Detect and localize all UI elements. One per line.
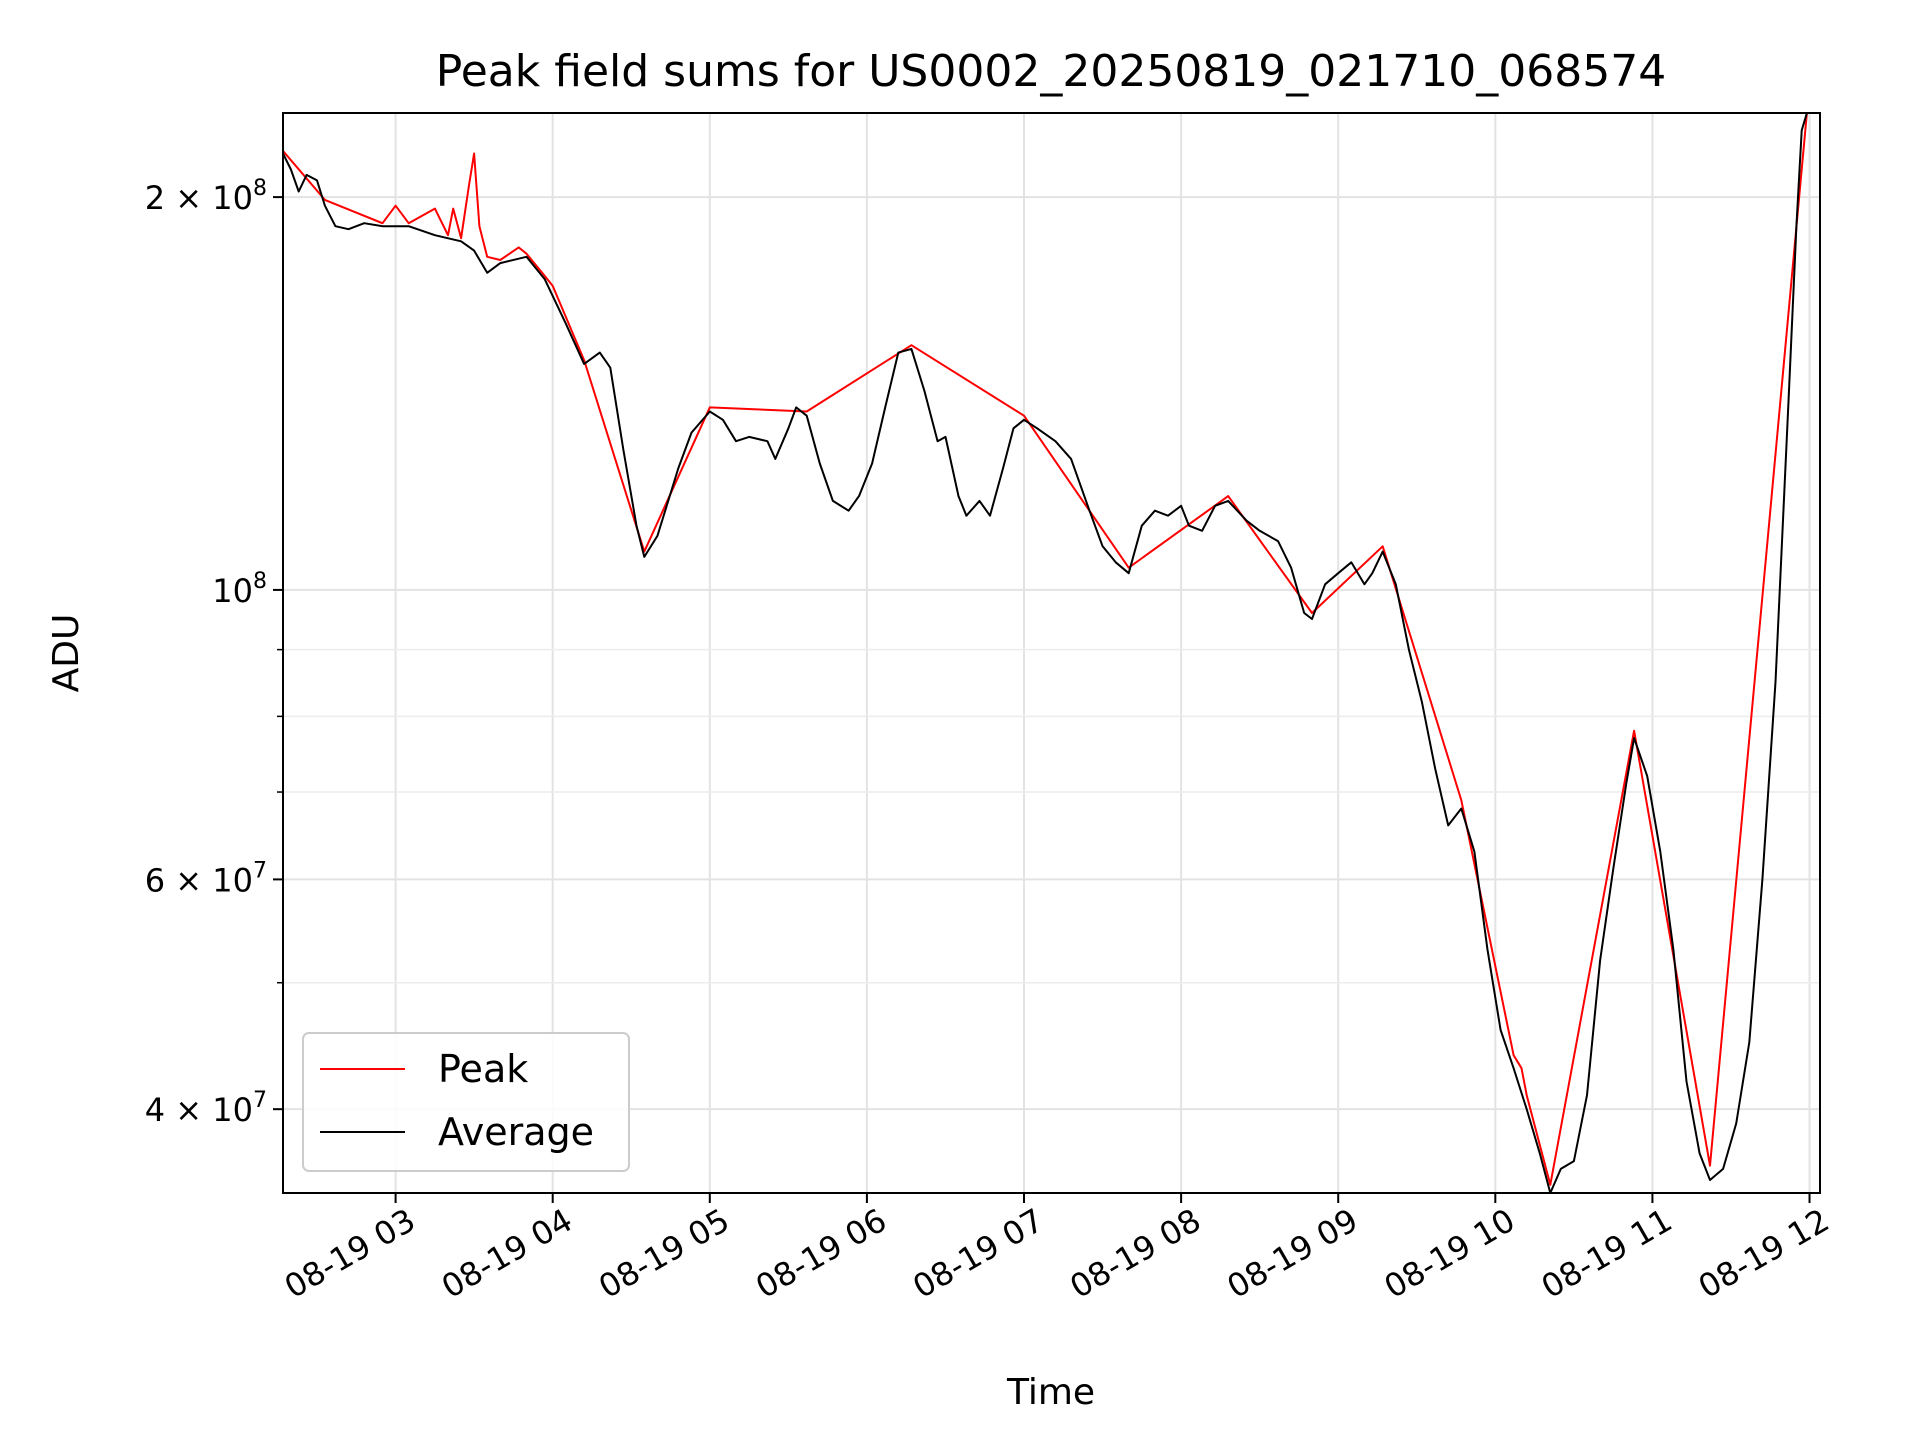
legend: Peak Average	[302, 1032, 630, 1172]
legend-label-peak: Peak	[438, 1047, 528, 1091]
series-line-peak	[283, 113, 1808, 1186]
legend-label-average: Average	[438, 1110, 594, 1154]
series-layer	[283, 113, 1808, 1193]
y-tick-label: 2 × 108	[145, 176, 267, 217]
legend-box	[302, 1032, 630, 1172]
grid	[283, 113, 1820, 1193]
y-tick-label: 108	[212, 569, 267, 610]
y-axis-title: ADU	[46, 614, 87, 693]
chart-title: Peak field sums for US0002_20250819_0217…	[436, 46, 1666, 97]
x-axis-title: Time	[1006, 1372, 1095, 1413]
plot-frame	[282, 112, 1821, 1194]
y-tick-label: 4 × 107	[145, 1088, 267, 1129]
series-line-average	[283, 113, 1808, 1193]
plot-background	[283, 113, 1820, 1193]
y-tick-label: 6 × 107	[145, 858, 267, 899]
y-axis: 2 × 108 108 6 × 107 4 × 107	[145, 176, 283, 1129]
